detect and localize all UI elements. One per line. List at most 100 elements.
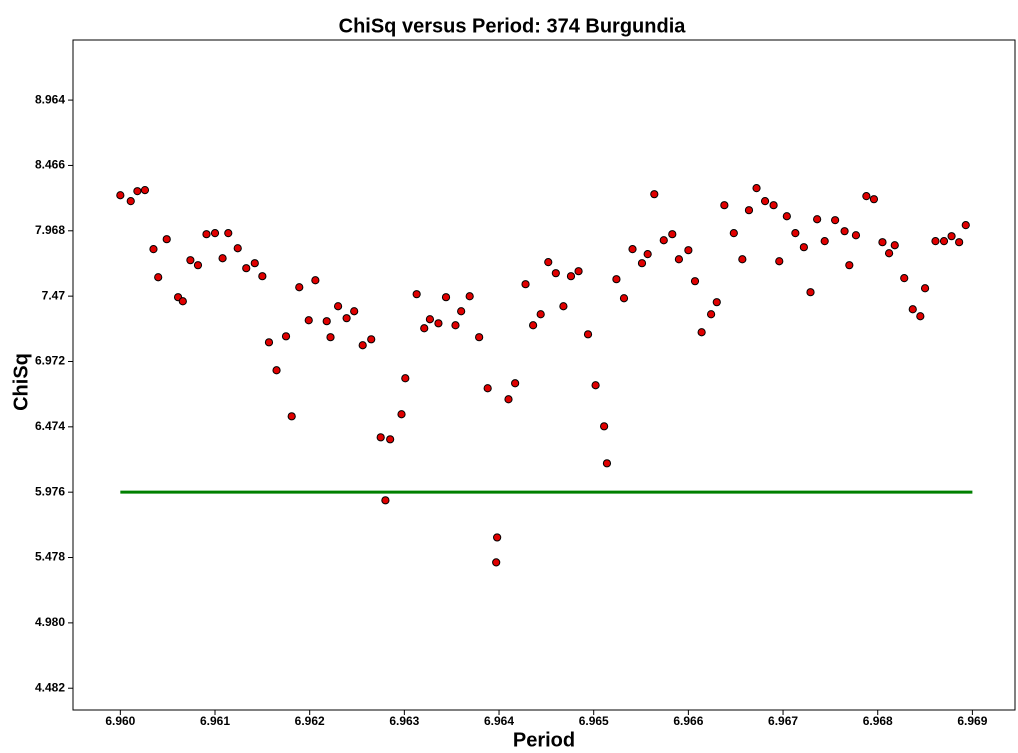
data-point bbox=[350, 307, 359, 316]
x-tick-label: 6.969 bbox=[957, 714, 987, 728]
y-tick-label: 6.474 bbox=[35, 419, 65, 433]
y-tick-label: 7.968 bbox=[35, 223, 65, 237]
data-point bbox=[465, 292, 474, 301]
chart-title: ChiSq versus Period: 374 Burgundia bbox=[339, 15, 687, 37]
data-point bbox=[559, 302, 568, 311]
data-point bbox=[939, 237, 949, 246]
data-point bbox=[367, 335, 376, 344]
data-point bbox=[706, 310, 716, 319]
plot-frame bbox=[72, 39, 1016, 711]
data-point bbox=[483, 384, 492, 393]
data-point bbox=[162, 235, 171, 244]
data-point bbox=[775, 257, 784, 266]
y-tick-label: 8.466 bbox=[35, 158, 65, 172]
x-tick-label: 6.963 bbox=[389, 714, 419, 728]
data-point bbox=[820, 237, 829, 246]
y-tick-label: 4.482 bbox=[35, 680, 65, 694]
data-point bbox=[397, 410, 406, 419]
data-point bbox=[551, 269, 560, 278]
data-point bbox=[791, 229, 800, 238]
data-point bbox=[890, 241, 899, 250]
x-tick-label: 6.960 bbox=[105, 714, 135, 728]
data-point bbox=[931, 237, 940, 246]
data-point bbox=[637, 259, 647, 268]
x-tick-label: 6.966 bbox=[673, 714, 703, 728]
y-tick-label: 6.972 bbox=[35, 354, 65, 368]
data-point bbox=[193, 261, 203, 270]
y-tick-label: 4.980 bbox=[35, 615, 65, 629]
data-point bbox=[947, 232, 956, 241]
data-point bbox=[133, 187, 142, 196]
data-point bbox=[760, 197, 770, 206]
data-point bbox=[916, 312, 925, 321]
data-point bbox=[412, 290, 421, 299]
data-point bbox=[281, 332, 291, 341]
data-point bbox=[878, 238, 887, 247]
data-point bbox=[342, 314, 351, 323]
data-point bbox=[186, 256, 195, 265]
data-point bbox=[729, 229, 738, 238]
data-point bbox=[358, 341, 367, 350]
data-point bbox=[650, 190, 659, 199]
data-point bbox=[492, 558, 501, 567]
data-point bbox=[511, 379, 520, 388]
data-point bbox=[224, 229, 233, 238]
data-point bbox=[386, 435, 395, 444]
data-point bbox=[250, 259, 259, 268]
data-point bbox=[140, 186, 150, 195]
data-point bbox=[674, 255, 684, 264]
data-point bbox=[258, 272, 267, 281]
data-point bbox=[218, 254, 227, 263]
x-axis-label: Period bbox=[513, 729, 575, 751]
data-point bbox=[401, 374, 410, 383]
data-point bbox=[566, 272, 576, 281]
data-point bbox=[908, 305, 917, 314]
data-point bbox=[311, 276, 320, 285]
data-point bbox=[744, 206, 754, 215]
data-point bbox=[441, 293, 451, 302]
y-tick-label: 7.47 bbox=[42, 288, 66, 302]
data-point bbox=[813, 215, 822, 224]
data-point bbox=[602, 459, 612, 468]
data-point bbox=[840, 227, 849, 236]
data-point bbox=[738, 255, 747, 264]
data-point bbox=[799, 243, 808, 252]
data-point bbox=[668, 230, 677, 239]
data-point bbox=[457, 307, 466, 316]
data-point bbox=[529, 321, 538, 330]
data-point bbox=[697, 328, 706, 337]
x-tick-label: 6.965 bbox=[579, 714, 609, 728]
data-point bbox=[202, 230, 211, 239]
data-point bbox=[920, 284, 930, 293]
data-point bbox=[322, 317, 331, 326]
data-point bbox=[845, 261, 854, 270]
data-point bbox=[769, 201, 778, 210]
data-point bbox=[287, 412, 296, 421]
data-point bbox=[712, 298, 721, 307]
data-point bbox=[420, 324, 429, 333]
data-point bbox=[869, 195, 879, 204]
y-tick-label: 8.964 bbox=[35, 92, 65, 106]
data-point bbox=[475, 333, 484, 342]
data-point bbox=[326, 333, 335, 342]
data-point bbox=[851, 231, 861, 240]
data-point bbox=[504, 395, 513, 404]
data-point bbox=[955, 238, 964, 247]
data-point bbox=[116, 191, 125, 200]
data-point bbox=[233, 244, 242, 253]
x-tick-label: 6.964 bbox=[484, 714, 514, 728]
data-point bbox=[451, 321, 460, 330]
data-point bbox=[493, 533, 502, 542]
data-point bbox=[521, 280, 530, 289]
data-point bbox=[149, 245, 158, 254]
data-point bbox=[304, 316, 313, 325]
x-tick-label: 6.961 bbox=[200, 714, 230, 728]
y-tick-label: 5.478 bbox=[35, 550, 65, 564]
data-point bbox=[434, 319, 443, 328]
data-point bbox=[884, 249, 894, 258]
data-point bbox=[381, 496, 390, 505]
y-tick-label: 5.976 bbox=[35, 484, 65, 498]
data-point bbox=[643, 250, 652, 259]
